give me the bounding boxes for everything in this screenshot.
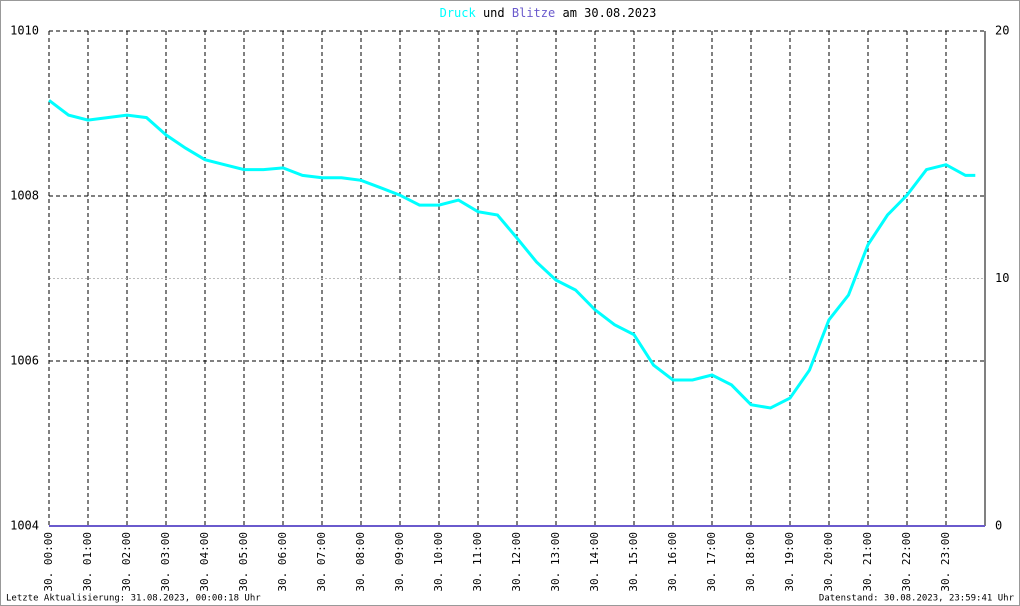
title-series-1: Druck xyxy=(440,6,477,20)
x-tick-label: 30. 04:00 xyxy=(198,532,211,592)
x-tick-label: 30. 07:00 xyxy=(315,532,328,592)
x-tick-label: 30. 10:00 xyxy=(432,532,445,592)
y2-tick-label: 0 xyxy=(995,519,1002,533)
x-tick-label: 30. 11:00 xyxy=(471,532,484,592)
x-tick-label: 30. 14:00 xyxy=(588,532,601,592)
x-tick-label: 30. 05:00 xyxy=(237,532,250,592)
x-tick-label: 30. 15:00 xyxy=(627,532,640,592)
pressure-line xyxy=(48,99,976,410)
x-tick-label: 30. 20:00 xyxy=(822,532,835,592)
footer-right: Datenstand: 30.08.2023, 23:59:41 Uhr xyxy=(819,594,1015,604)
x-tick-label: 30. 00:00 xyxy=(42,532,55,592)
x-tick-label: 30. 19:00 xyxy=(783,532,796,592)
title-connector: und xyxy=(483,6,505,20)
x-tick-label: 30. 08:00 xyxy=(354,532,367,592)
footer-left: Letzte Aktualisierung: 31.08.2023, 00:00… xyxy=(6,594,261,604)
y2-tick-label: 10 xyxy=(995,271,1009,285)
x-tick-label: 30. 02:00 xyxy=(120,532,133,592)
x-tick-label: 30. 23:00 xyxy=(939,532,952,592)
x-tick-label: 30. 09:00 xyxy=(393,532,406,592)
x-tick-label: 30. 01:00 xyxy=(81,532,94,592)
title-series-2: Blitze xyxy=(512,6,555,20)
y-tick-label: 1010 xyxy=(10,24,39,38)
x-tick-label: 30. 18:00 xyxy=(744,532,757,592)
x-tick-label: 30. 22:00 xyxy=(900,532,913,592)
y-tick-label: 1008 xyxy=(10,189,39,203)
y-tick-label: 1004 xyxy=(10,519,39,533)
x-tick-label: 30. 03:00 xyxy=(159,532,172,592)
x-tick-label: 30. 16:00 xyxy=(666,532,679,592)
x-tick-label: 30. 06:00 xyxy=(276,532,289,592)
title-date: am 30.08.2023 xyxy=(562,6,656,20)
x-tick-label: 30. 13:00 xyxy=(549,532,562,592)
x-tick-label: 30. 17:00 xyxy=(705,532,718,592)
y2-tick-label: 20 xyxy=(995,24,1009,38)
x-tick-label: 30. 12:00 xyxy=(510,532,523,592)
chart-title: Druck und Blitze am 30.08.2023 xyxy=(440,6,657,20)
y-tick-label: 1006 xyxy=(10,354,39,368)
x-tick-label: 30. 21:00 xyxy=(861,532,874,592)
